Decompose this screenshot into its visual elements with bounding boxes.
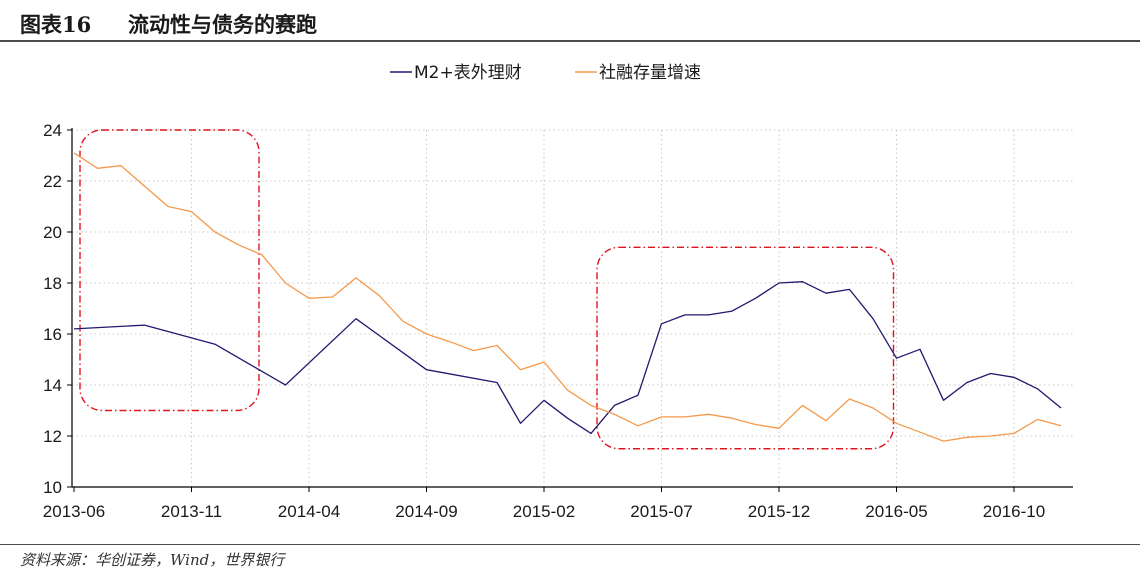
series-lines <box>73 152 1062 442</box>
series-line-2 <box>73 152 1062 442</box>
x-tick-label: 2016-05 <box>865 502 927 521</box>
figure-title: 流动性与债务的赛跑 <box>128 12 317 37</box>
highlight-regions <box>79 129 895 450</box>
y-tick-label: 10 <box>43 478 62 497</box>
top-rule <box>0 40 1140 42</box>
bottom-rule <box>0 544 1140 545</box>
y-tick-label: 24 <box>43 121 62 140</box>
axes: 10 12 14 16 18 20 22 24 2013-06 2013-11 2014-04 201… <box>43 121 1073 521</box>
y-tick-label: 20 <box>43 223 62 242</box>
series-line-1 <box>73 281 1062 435</box>
y-tick-label: 14 <box>43 376 62 395</box>
x-tick-label: 2014-04 <box>278 502 340 521</box>
x-tick-label: 2015-12 <box>748 502 810 521</box>
source-note: 资料来源：华创证券，Wind，世界银行 <box>20 551 285 569</box>
figure-number: 图表16 <box>20 12 92 37</box>
y-tick-label: 18 <box>43 274 62 293</box>
x-tick-label: 2015-07 <box>630 502 692 521</box>
line-chart: M2+表外理财 社融存量增速 10 12 14 16 18 20 22 24 2013-06 201… <box>43 63 1073 521</box>
legend-label-1: M2+表外理财 <box>414 63 522 83</box>
chart-legend: M2+表外理财 社融存量增速 <box>390 63 701 83</box>
highlight-box <box>596 246 895 450</box>
x-tick-label: 2014-09 <box>395 502 457 521</box>
legend-label-2: 社融存量增速 <box>599 63 701 83</box>
figure-header: 图表16 流动性与债务的赛跑 <box>0 0 1140 42</box>
highlight-box <box>79 129 260 412</box>
x-tick-label: 2016-10 <box>983 502 1045 521</box>
x-tick-label: 2013-06 <box>43 502 105 521</box>
x-tick-label: 2015-02 <box>513 502 575 521</box>
y-tick-label: 16 <box>43 325 62 344</box>
x-tick-label: 2013-11 <box>161 502 222 521</box>
y-tick-label: 12 <box>43 427 62 446</box>
y-tick-label: 22 <box>43 172 62 191</box>
